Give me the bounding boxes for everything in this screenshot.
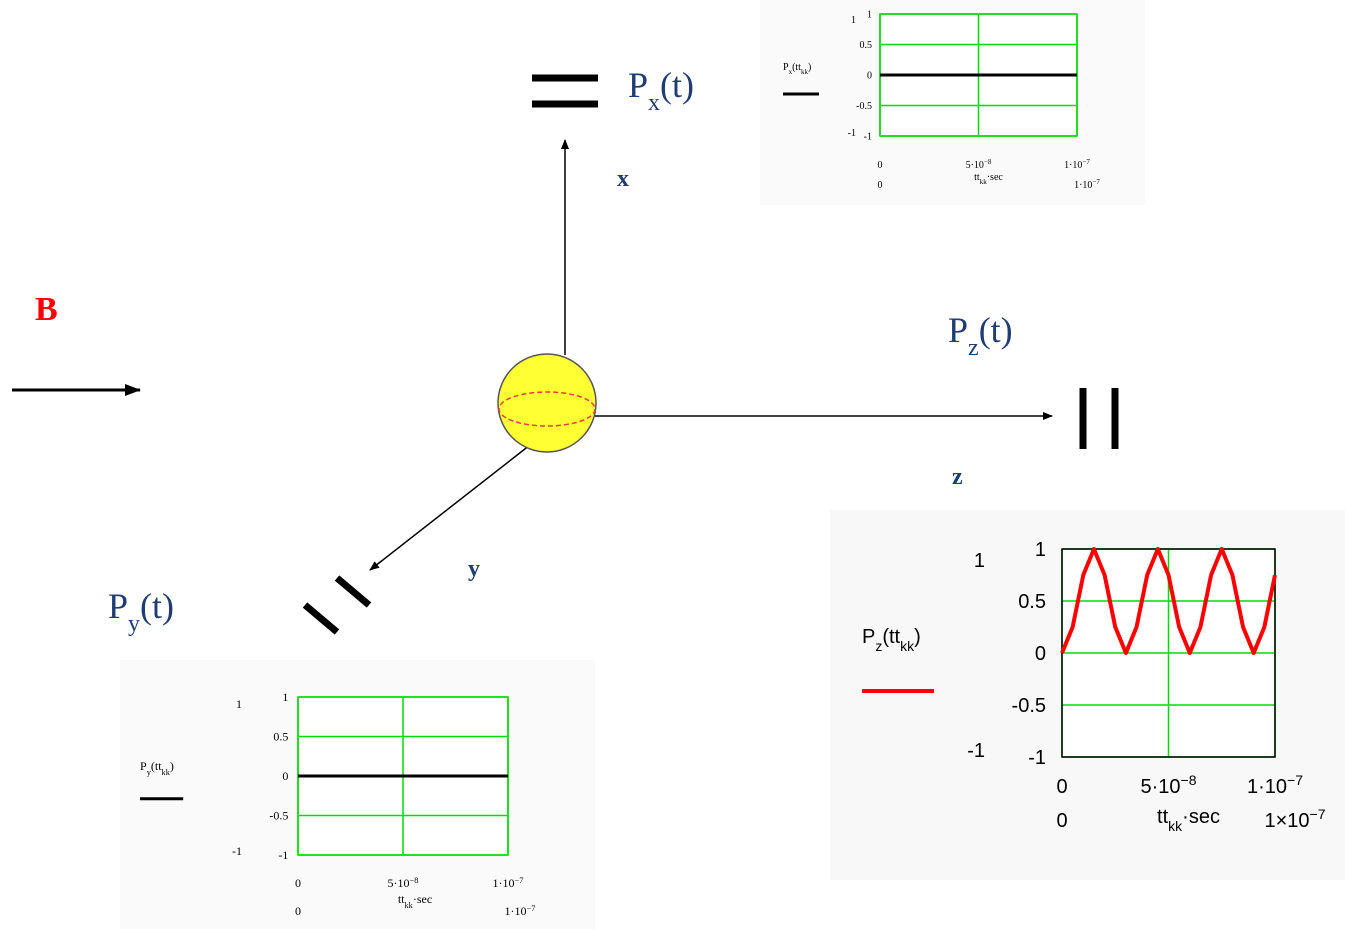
x-limit-label-part: 0 — [1056, 810, 1067, 832]
x-tick-label-part: 1·10 — [493, 876, 515, 890]
diagram: B x z y Px(t) Pz(t) Py(t) 10.50-0.5-1-11… — [0, 0, 1345, 929]
x-tick-label: 0 — [295, 876, 301, 890]
y-tick-label: -0.5 — [269, 809, 288, 823]
x-tick-label-part: 5·10 — [1141, 776, 1181, 798]
x-limit-label: 0 — [1056, 810, 1067, 832]
y-limit-label: 1 — [974, 550, 985, 572]
x-tick-label-part: 1·10 — [1064, 160, 1082, 171]
y-axis-label-part: ) — [808, 62, 811, 73]
signal-label-z: Pz(t) — [948, 310, 1013, 361]
plate-y — [305, 605, 337, 632]
signal-arg: (t) — [660, 65, 694, 105]
x-axis-label-part: ·sec — [413, 892, 432, 906]
axis-label-z: z — [952, 464, 963, 490]
x-axis-label-part: ·sec — [1182, 806, 1220, 828]
x-axis-label-part: ·sec — [987, 172, 1004, 183]
signal-label-x: Px(t) — [628, 65, 694, 116]
y-tick-label: 1 — [282, 690, 288, 704]
x-tick-label-part: −7 — [1082, 158, 1090, 166]
axis-label-y: y — [468, 556, 480, 582]
y-tick-label: 1 — [867, 10, 872, 21]
x-limit-label-part: −7 — [527, 904, 536, 913]
axis-label-x: x — [617, 166, 629, 192]
x-tick-label-part: −8 — [984, 158, 992, 166]
x-axis-label-part: tt — [1157, 806, 1169, 828]
y-limit-label: 1 — [236, 697, 242, 711]
signal-label-y: Py(t) — [108, 586, 174, 637]
y-axis-label-part: kk — [900, 638, 915, 654]
y-tick-label: 1 — [1035, 539, 1046, 561]
x-tick-label-part: 0 — [295, 876, 301, 890]
y-tick-label: -0.5 — [856, 101, 872, 112]
y-limit-label: -1 — [967, 740, 985, 762]
y-tick-label: -1 — [1028, 747, 1046, 769]
x-tick-label-part: −7 — [515, 876, 524, 885]
signal-p: P — [628, 65, 648, 105]
x-tick-label-part: 1·10 — [1247, 776, 1287, 798]
x-tick-label-part: −8 — [410, 876, 419, 885]
y-axis-label-part: ) — [914, 626, 921, 648]
sphere — [498, 354, 596, 452]
x-tick-label-part: −7 — [1287, 772, 1303, 788]
y-tick-label: 0.5 — [273, 730, 288, 744]
x-tick-label-part: −8 — [1181, 772, 1197, 788]
x-limit-label-part: 1·10 — [1074, 180, 1092, 191]
x-tick-label-part: 5·10 — [966, 160, 984, 171]
y-tick-label: -1 — [278, 848, 288, 862]
y-axis-label-part: z — [875, 638, 882, 654]
signal-arg: (t) — [140, 586, 174, 626]
x-tick-label-part: 0 — [1056, 776, 1067, 798]
x-limit-label-part: 0 — [878, 180, 883, 191]
signal-sub: y — [128, 611, 140, 637]
x-limit-label: 0 — [295, 904, 301, 918]
x-limit-label-part: 1×10 — [1264, 810, 1309, 832]
x-tick-label-part: 5·10 — [388, 876, 410, 890]
x-tick-label: 0 — [878, 160, 883, 171]
x-limit-label: 0 — [878, 180, 883, 191]
y-arrow — [370, 445, 530, 570]
x-limit-label-part: 0 — [295, 904, 301, 918]
y-limit-label: -1 — [232, 844, 242, 858]
x-tick-label-part: 0 — [878, 160, 883, 171]
y-axis-label-part: (tt — [792, 62, 801, 73]
y-axis-label-part: P — [862, 626, 875, 648]
y-tick-label: 0 — [1035, 643, 1046, 665]
x-limit-label-part: 1·10 — [505, 904, 527, 918]
y-axis-label-part: ) — [170, 759, 174, 773]
y-tick-label: -1 — [864, 132, 872, 143]
y-axis-label-part: (tt — [151, 759, 162, 773]
y-tick-label: 0.5 — [860, 40, 873, 51]
x-tick-label: 0 — [1056, 776, 1067, 798]
signal-p: P — [948, 310, 968, 350]
signal-sub: z — [968, 335, 979, 361]
y-axis-label-part: (tt — [882, 626, 900, 648]
x-limit-label-part: −7 — [1310, 806, 1326, 822]
y-tick-label: -0.5 — [1012, 695, 1046, 717]
y-limit-label: 1 — [851, 15, 856, 26]
y-tick-label: 0 — [282, 769, 288, 783]
y-tick-label: 0.5 — [1018, 591, 1046, 613]
y-limit-label: -1 — [848, 128, 856, 139]
y-tick-label: 0 — [867, 71, 872, 82]
signal-sub: x — [648, 90, 660, 116]
signal-arg: (t) — [979, 310, 1013, 350]
x-limit-label-part: −7 — [1092, 178, 1100, 186]
b-label: B — [35, 291, 58, 328]
signal-p: P — [108, 586, 128, 626]
plate-y — [337, 578, 369, 605]
x-axis-label-part: kk — [1168, 818, 1183, 834]
